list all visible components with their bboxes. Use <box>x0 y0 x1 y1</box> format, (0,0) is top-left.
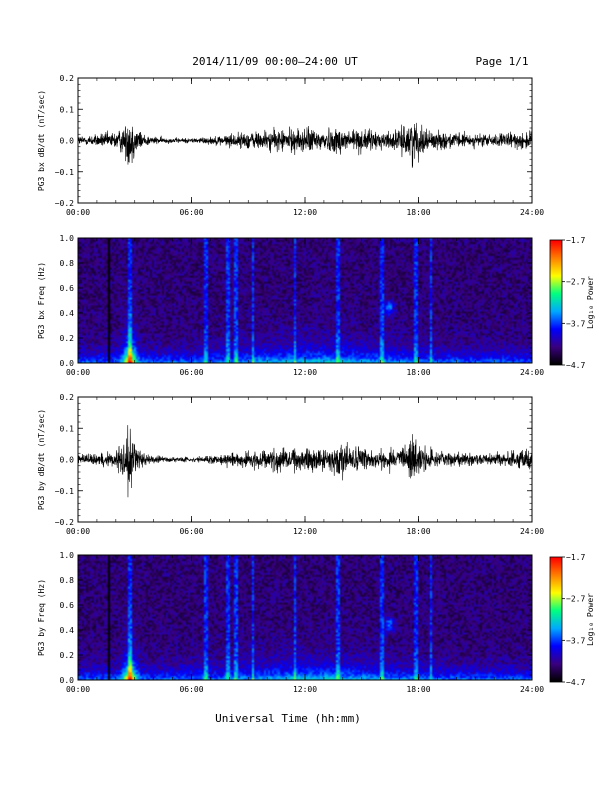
data-series <box>77 122 533 168</box>
line-panel-by: −0.2 −0.1 0.0 0.1 0.2 PG3 by dB/dt (nT/sec) 00… <box>37 393 544 536</box>
y-tick-label: 0.6 <box>60 284 75 293</box>
x-axis-label: Universal Time (hh:mm) <box>215 712 361 725</box>
colorbar-tick-label: −3.7 <box>566 636 585 645</box>
x-tick-label: 24:00 <box>520 208 544 217</box>
colorbar-tick-label: −4.7 <box>566 361 585 370</box>
line-panel-bx: −0.2 −0.1 0.0 0.1 0.2 PG3 bx dB/dt (nT/sec) 00… <box>37 74 544 217</box>
x-tick-label: 00:00 <box>66 685 90 694</box>
y-tick-label: 0.4 <box>60 309 75 318</box>
colorbar-tick-label: −1.7 <box>566 236 585 245</box>
x-tick-label: 00:00 <box>66 368 90 377</box>
colorbar-label: Log₁₀ Power <box>586 276 595 329</box>
colorbar-tick-label: −1.7 <box>566 553 585 562</box>
x-tick-label: 18:00 <box>406 685 430 694</box>
colorbar-label: Log₁₀ Power <box>586 593 595 646</box>
y-tick-label: 0.0 <box>60 137 75 146</box>
colorbar <box>550 240 562 365</box>
y-tick-label: 0.2 <box>60 651 75 660</box>
x-tick-label: 24:00 <box>520 368 544 377</box>
x-tick-label: 12:00 <box>293 368 317 377</box>
x-tick-label: 18:00 <box>406 208 430 217</box>
x-tick-label: 18:00 <box>406 527 430 536</box>
y-axis-label: PG3 bx dB/dt (nT/sec) <box>37 90 46 191</box>
x-tick-label: 12:00 <box>293 527 317 536</box>
x-tick-label: 06:00 <box>179 527 203 536</box>
panels: −0.2 −0.1 0.0 0.1 0.2 PG3 bx dB/dt (nT/sec) 00… <box>37 74 595 694</box>
y-tick-label: 0.6 <box>60 601 75 610</box>
y-tick-label: 0.0 <box>60 676 75 685</box>
y-tick-label: 0.0 <box>60 359 75 368</box>
x-tick-label: 06:00 <box>179 685 203 694</box>
y-axis-label: PG3 by Freq (Hz) <box>37 579 46 656</box>
y-tick-label: −0.1 <box>55 168 74 177</box>
spectrogram-image <box>78 238 532 363</box>
colorbar-tick-label: −4.7 <box>566 678 585 687</box>
colorbar-tick-label: −2.7 <box>566 595 585 604</box>
y-axis-label: PG3 by dB/dt (nT/sec) <box>37 409 46 510</box>
figure-title: 2014/11/09 00:00–24:00 UT <box>192 55 358 68</box>
y-tick-label: 0.1 <box>60 424 75 433</box>
colorbar-frame <box>549 556 563 683</box>
y-tick-label: 0.8 <box>60 576 75 585</box>
y-tick-label: 0.2 <box>60 74 75 83</box>
colorbar-tick-label: −2.7 <box>566 278 585 287</box>
page-number: Page 1/1 <box>476 55 529 68</box>
colorbar-frame <box>549 239 563 366</box>
x-tick-label: 12:00 <box>293 685 317 694</box>
x-tick-label: 18:00 <box>406 368 430 377</box>
y-tick-label: 1.0 <box>60 551 75 560</box>
y-tick-label: −0.2 <box>55 518 74 527</box>
data-series <box>77 425 533 498</box>
y-tick-label: 1.0 <box>60 234 75 243</box>
x-tick-label: 12:00 <box>293 208 317 217</box>
y-tick-label: 0.1 <box>60 105 75 114</box>
y-axis-label: PG3 bx Freq (Hz) <box>37 262 46 339</box>
x-tick-label: 00:00 <box>66 527 90 536</box>
y-tick-label: 0.2 <box>60 334 75 343</box>
y-tick-label: 0.4 <box>60 626 75 635</box>
y-tick-label: 0.8 <box>60 259 75 268</box>
x-tick-label: 24:00 <box>520 527 544 536</box>
spectrogram-panel-by: 0.0 0.2 0.4 0.6 0.8 1.0 PG3 by Freq (Hz) 00:00 0… <box>37 551 595 694</box>
x-tick-label: 00:00 <box>66 208 90 217</box>
colorbar <box>550 557 562 682</box>
x-tick-label: 06:00 <box>179 368 203 377</box>
y-tick-label: −0.1 <box>55 487 74 496</box>
spectrogram-image <box>78 555 532 680</box>
y-tick-label: 0.2 <box>60 393 75 402</box>
x-tick-label: 06:00 <box>179 208 203 217</box>
colorbar-tick-label: −3.7 <box>566 319 585 328</box>
spectrogram-panel-bx: 0.0 0.2 0.4 0.6 0.8 1.0 PG3 bx Freq (Hz) 00:00 0… <box>37 234 595 377</box>
x-tick-label: 24:00 <box>520 685 544 694</box>
y-tick-label: 0.0 <box>60 456 75 465</box>
y-tick-label: −0.2 <box>55 199 74 208</box>
